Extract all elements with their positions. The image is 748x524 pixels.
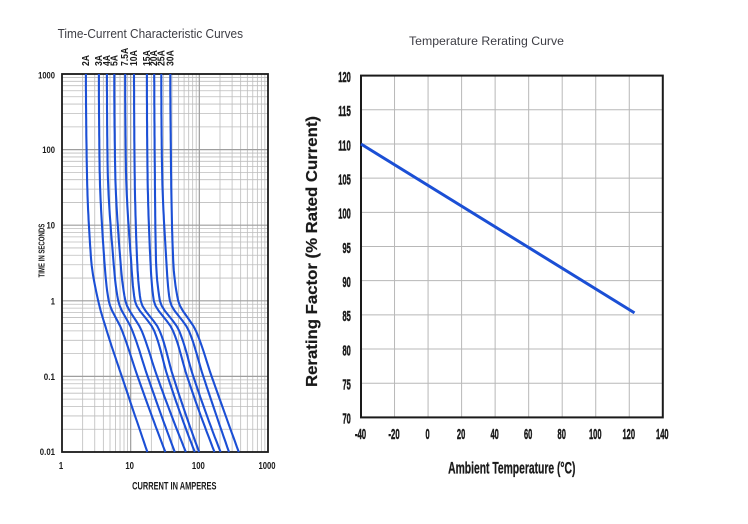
- svg-text:60: 60: [524, 427, 532, 443]
- svg-text:1: 1: [51, 296, 56, 307]
- svg-text:0.01: 0.01: [40, 447, 56, 458]
- svg-text:Ambient Temperature (°C): Ambient Temperature (°C): [448, 459, 575, 477]
- svg-text:110: 110: [338, 138, 351, 154]
- svg-text:120: 120: [338, 70, 351, 86]
- svg-text:7.5A: 7.5A: [120, 48, 131, 66]
- svg-text:1000: 1000: [258, 461, 275, 472]
- svg-text:20: 20: [457, 427, 465, 443]
- svg-text:85: 85: [342, 309, 350, 325]
- svg-text:Rerating Factor (% Rated Curre: Rerating Factor (% Rated Current): [304, 116, 321, 387]
- svg-text:100: 100: [192, 461, 205, 472]
- svg-text:100: 100: [338, 207, 351, 223]
- svg-text:115: 115: [338, 104, 351, 120]
- svg-text:30A: 30A: [165, 50, 176, 66]
- svg-text:100: 100: [589, 427, 602, 443]
- svg-text:40: 40: [490, 427, 498, 443]
- svg-text:3A: 3A: [94, 55, 105, 66]
- svg-text:10A: 10A: [129, 50, 140, 66]
- svg-text:95: 95: [342, 241, 350, 257]
- svg-text:TIME IN SECONDS: TIME IN SECONDS: [36, 224, 46, 278]
- svg-text:Time-Current Characteristic Cu: Time-Current Characteristic Curves: [58, 26, 244, 41]
- svg-text:0.1: 0.1: [44, 372, 56, 383]
- svg-text:15A: 15A: [142, 50, 153, 66]
- svg-text:10: 10: [47, 221, 56, 232]
- svg-text:100: 100: [42, 145, 55, 156]
- svg-text:140: 140: [656, 427, 669, 443]
- svg-text:-40: -40: [355, 427, 366, 443]
- svg-text:75: 75: [342, 378, 350, 394]
- svg-text:CURRENT IN AMPERES: CURRENT IN AMPERES: [132, 481, 217, 493]
- svg-text:90: 90: [342, 275, 350, 291]
- svg-text:20A: 20A: [149, 50, 160, 66]
- svg-text:Temperature Rerating Curve: Temperature Rerating Curve: [409, 34, 564, 48]
- svg-text:0: 0: [425, 427, 429, 443]
- svg-text:105: 105: [338, 172, 351, 188]
- svg-text:4A: 4A: [102, 55, 113, 66]
- svg-text:2A: 2A: [81, 55, 92, 66]
- svg-text:10: 10: [125, 461, 134, 472]
- svg-text:80: 80: [342, 343, 350, 359]
- svg-text:80: 80: [558, 427, 566, 443]
- svg-text:5A: 5A: [109, 55, 120, 66]
- svg-text:70: 70: [342, 412, 350, 428]
- svg-text:1: 1: [59, 461, 64, 472]
- svg-text:-20: -20: [388, 427, 399, 443]
- svg-text:120: 120: [623, 427, 636, 443]
- svg-text:1000: 1000: [38, 71, 55, 82]
- svg-text:25A: 25A: [156, 50, 167, 66]
